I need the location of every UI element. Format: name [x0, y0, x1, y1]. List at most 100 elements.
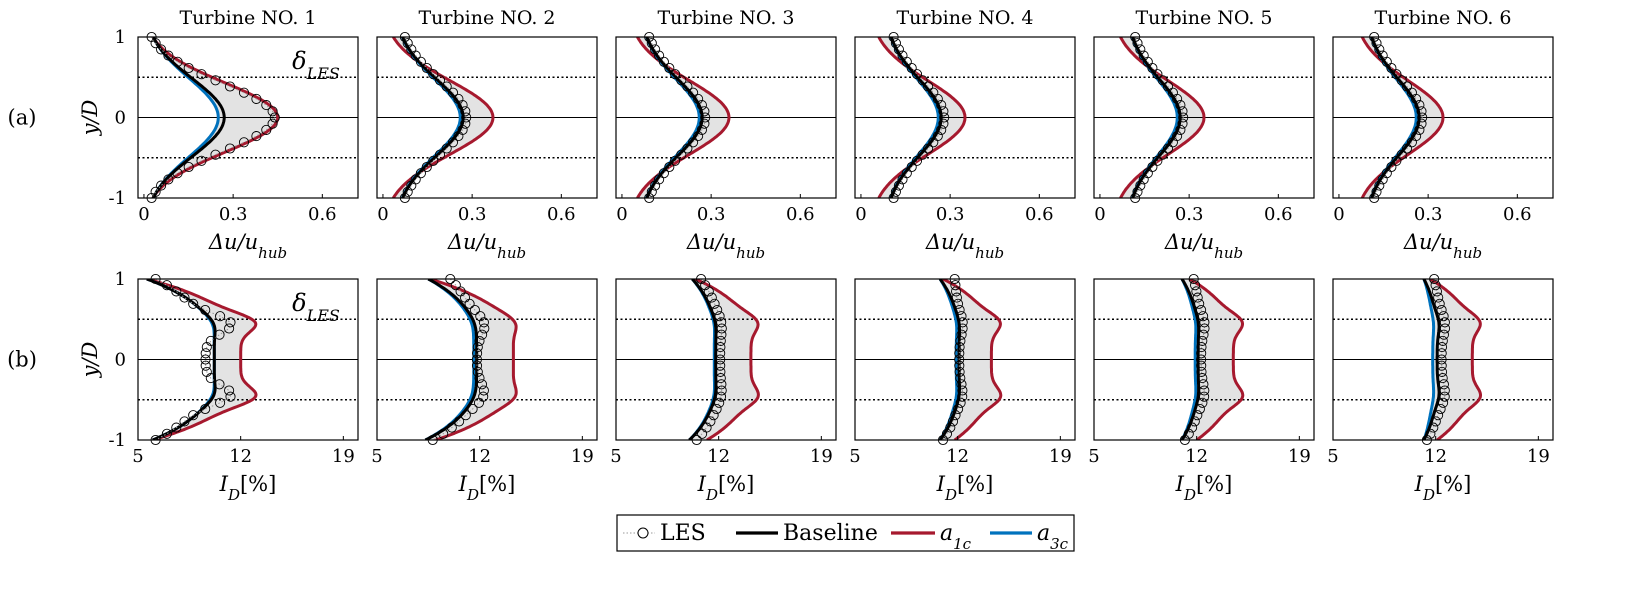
les-point [1436, 354, 1447, 365]
les-point [699, 118, 710, 129]
les-point [441, 143, 452, 154]
les-point [1414, 124, 1425, 135]
les-point [954, 354, 965, 365]
baseline-line [401, 37, 465, 198]
les-point [1438, 397, 1449, 408]
x-tick-label: 0.3 [936, 204, 965, 225]
baseline-line [151, 37, 226, 198]
les-point [954, 342, 965, 353]
les-point [238, 87, 250, 98]
panel-frame [1093, 36, 1315, 199]
x-tick-label: 5 [1327, 446, 1338, 467]
panel-b-turbine-5: 5 12 19 ID[%] [1088, 273, 1315, 504]
les-point [932, 93, 943, 104]
les-point [476, 379, 488, 390]
les-point [938, 106, 949, 117]
les-point [200, 304, 211, 316]
les-point [478, 385, 489, 396]
les-point [670, 69, 681, 80]
les-point [200, 360, 211, 371]
x-tick-label: 0.3 [458, 204, 487, 225]
les-point [715, 360, 726, 371]
les-point [1439, 317, 1450, 328]
panel-b-turbine-6: 5 12 19 ID[%] [1327, 273, 1554, 504]
les-point [460, 118, 471, 129]
les-point [688, 87, 699, 98]
les-point [715, 348, 726, 359]
panel-title: Turbine NO. 4 [896, 7, 1033, 29]
les-point [457, 100, 468, 111]
x-tick-label: 5 [371, 446, 382, 467]
les-point [1196, 360, 1207, 371]
baseline-line [424, 279, 479, 440]
baseline-line [889, 37, 943, 198]
x-tick-label: 0.3 [1414, 204, 1443, 225]
les-point [224, 81, 236, 92]
les-point [224, 143, 236, 154]
les-point [1199, 385, 1210, 396]
a3c-line [938, 279, 959, 440]
les-point [1199, 323, 1210, 334]
les-point [716, 329, 727, 340]
panel-title: Turbine NO. 5 [1135, 7, 1272, 29]
les-point [1430, 416, 1441, 427]
les-point [1199, 391, 1210, 402]
les-point [658, 168, 669, 179]
les-line [648, 36, 706, 199]
les-point [428, 155, 439, 166]
les-point [1138, 174, 1149, 185]
les-point [156, 180, 167, 191]
les-point [447, 137, 459, 148]
les-point [955, 397, 966, 408]
plot-area [855, 37, 1075, 198]
x-tick-label: 19 [810, 446, 833, 467]
baseline-line [1370, 37, 1421, 198]
les-point [693, 93, 704, 104]
y-tick-label: 1 [115, 269, 126, 290]
les-point [225, 391, 236, 402]
les-point [251, 93, 262, 104]
les-point [1377, 174, 1388, 185]
les-line [151, 36, 276, 199]
uncertainty-band [425, 279, 517, 440]
les-point [1436, 348, 1447, 359]
x-tick-label: 0 [138, 204, 149, 225]
x-tick-label: 0 [616, 204, 627, 225]
les-point [1172, 93, 1183, 104]
les-point [1401, 143, 1413, 154]
legend-item-LES: LES [623, 521, 706, 546]
x-tick-label: 0.6 [308, 204, 337, 225]
les-point [953, 403, 964, 415]
plot-area [1333, 37, 1553, 198]
les-point [171, 286, 182, 297]
les-point [715, 373, 726, 384]
x-axis-label: ID[%] [458, 472, 516, 504]
les-point [716, 323, 727, 334]
x-tick-label: 5 [132, 446, 143, 467]
les-point [224, 323, 235, 334]
les-point [474, 373, 485, 384]
les-point [1434, 298, 1445, 309]
x-tick-label: 12 [707, 446, 730, 467]
les-point [1189, 416, 1200, 427]
les-point [1191, 286, 1202, 297]
a1c-line [1429, 279, 1482, 440]
les-point [267, 118, 278, 129]
les-point [1386, 62, 1397, 74]
les-point [1157, 75, 1168, 86]
les-line [404, 36, 467, 199]
plot-area [1094, 279, 1314, 440]
x-tick-label: 0 [855, 204, 866, 225]
baseline-line [1131, 37, 1182, 198]
les-point [172, 56, 183, 67]
x-tick-label: 0 [1333, 204, 1344, 225]
les-point [1396, 149, 1407, 160]
les-point [1177, 106, 1188, 117]
x-tick-label: 12 [1424, 446, 1447, 467]
a3c-line [1422, 279, 1436, 440]
les-point [1199, 317, 1210, 328]
les-point [947, 416, 959, 427]
les-point [460, 106, 471, 117]
x-tick-label: 0.6 [786, 204, 815, 225]
x-tick-label: 0.6 [1025, 204, 1054, 225]
